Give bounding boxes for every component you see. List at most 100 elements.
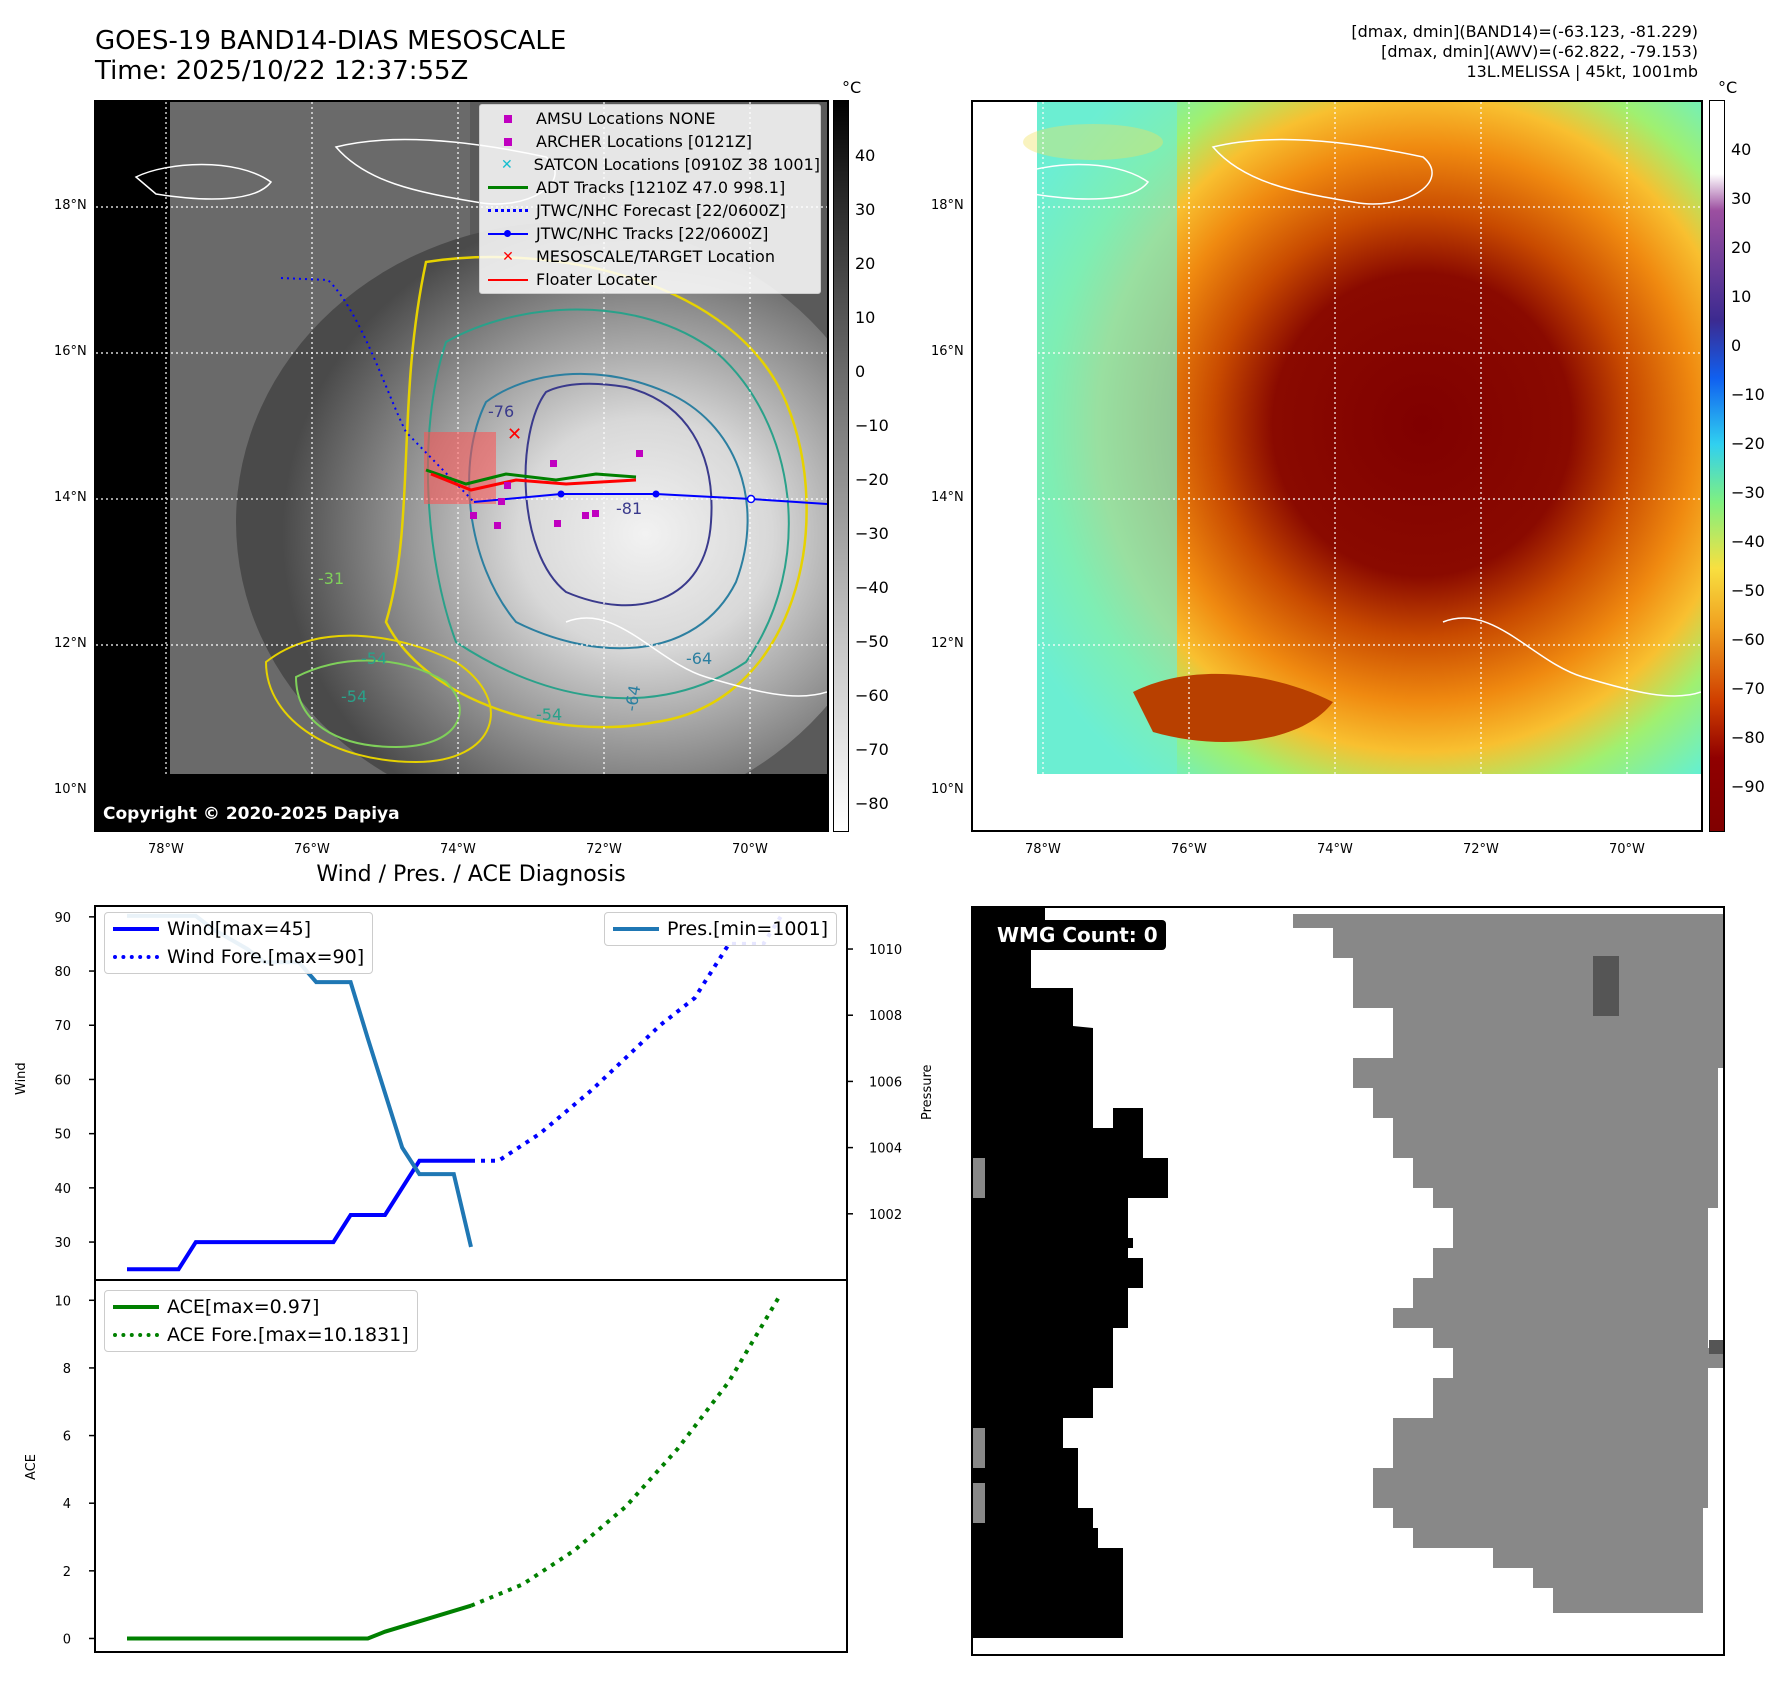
ir-map-panel: ✕ -76 -81 -31 -54 -64 -54 -64 -54 AMSU L…	[94, 100, 829, 832]
color-colorbar-tick: −90	[1731, 777, 1765, 796]
dot-marker-icon	[504, 229, 511, 237]
ace-tick-label: 0	[63, 1632, 71, 1647]
wind-tick-label: 80	[54, 965, 71, 980]
pressure-tick-label: 1010	[869, 943, 902, 958]
lat-tick-label: 14°N	[54, 490, 87, 505]
contour-label: -31	[318, 569, 344, 588]
color-colorbar-tick: 40	[1731, 140, 1752, 159]
map-legend: AMSU Locations NONE ARCHER Locations [01…	[479, 104, 821, 294]
wind-tick-label: 40	[54, 1182, 71, 1197]
color-colorbar-tick: −50	[1731, 581, 1765, 600]
lon-tick-label: 78°W	[148, 842, 184, 857]
lat-tick-label: 14°N	[931, 490, 964, 505]
lon-tick-label: 72°W	[586, 842, 622, 857]
wind-legend: Wind[max=45] Wind Fore.[max=90]	[104, 912, 374, 974]
gray-colorbar-tick: −30	[855, 524, 889, 543]
color-colorbar-tick: 10	[1731, 287, 1752, 306]
lat-tick-label: 16°N	[931, 344, 964, 359]
ace-tick-label: 10	[54, 1294, 71, 1309]
lon-tick-label: 70°W	[1609, 842, 1645, 857]
gray-colorbar-tick: −60	[855, 686, 889, 705]
color-colorbar-tick: 0	[1731, 336, 1742, 355]
awv-map-panel	[971, 100, 1703, 832]
lat-tick-label: 10°N	[54, 782, 87, 797]
wind-tick-label: 70	[54, 1019, 71, 1034]
wind-tick-label: 90	[54, 911, 71, 926]
lat-tick-label: 12°N	[931, 636, 964, 651]
series-line-0	[127, 1158, 471, 1272]
color-colorbar-tick: 30	[1731, 189, 1752, 208]
gray-colorbar-tick: −80	[855, 794, 889, 813]
line-marker-icon	[113, 927, 159, 931]
info-awv-range: [dmax, dmin](AWV)=(-62.822, -79.153)	[1381, 42, 1698, 61]
gray-colorbar-tick: −70	[855, 740, 889, 759]
contour-label: -64	[621, 684, 644, 713]
x-marker-icon: ✕	[502, 248, 514, 265]
info-band14-range: [dmax, dmin](BAND14)=(-63.123, -81.229)	[1351, 22, 1698, 41]
line-marker-icon	[613, 927, 659, 931]
lat-tick-label: 18°N	[54, 198, 87, 213]
pressure-tick-label: 1008	[869, 1009, 902, 1024]
gray-colorbar-tick: 40	[855, 146, 876, 165]
lon-tick-label: 76°W	[294, 842, 330, 857]
gray-colorbar-tick: −10	[855, 416, 889, 435]
color-colorbar-tick: −10	[1731, 385, 1765, 404]
wind-tick-label: 60	[54, 1073, 71, 1088]
color-colorbar-unit: °C	[1718, 78, 1738, 97]
lon-tick-label: 72°W	[1463, 842, 1499, 857]
lat-tick-label: 10°N	[931, 782, 964, 797]
wmg-count-badge: WMG Count: 0	[989, 920, 1166, 950]
ace-series-line-0	[127, 1603, 472, 1641]
color-colorbar-tick: −40	[1731, 532, 1765, 551]
color-colorbar	[1709, 100, 1725, 832]
legend-item-adt: ADT Tracks [1210Z 47.0 998.1]	[480, 176, 820, 199]
ace-tick-label: 6	[63, 1430, 71, 1445]
dotted-line-icon	[488, 209, 528, 212]
color-colorbar-tick: −60	[1731, 630, 1765, 649]
wmg-panel: WMG Count: 0	[971, 906, 1725, 1656]
pressure-legend: Pres.[min=1001]	[604, 912, 838, 946]
contour-label: -81	[616, 499, 642, 518]
lat-tick-label: 12°N	[54, 636, 87, 651]
lon-tick-label: 70°W	[732, 842, 768, 857]
awv-map-image	[973, 102, 1701, 830]
line-marker-icon	[113, 1305, 159, 1309]
color-colorbar-tick: −70	[1731, 679, 1765, 698]
legend-item-amsu: AMSU Locations NONE	[480, 107, 820, 130]
gray-colorbar-unit: °C	[842, 78, 862, 97]
pressure-tick-label: 1002	[869, 1208, 902, 1223]
contour-label: -54	[361, 649, 387, 668]
line-marker-icon	[488, 278, 528, 281]
legend-item-ace: ACE[max=0.97]	[105, 1293, 417, 1321]
gray-colorbar	[833, 100, 849, 832]
legend-item-nhc-tracks: JTWC/NHC Tracks [22/0600Z]	[480, 222, 820, 245]
contour-label: -76	[488, 402, 514, 421]
legend-item-ace-forecast: ACE Fore.[max=10.1831]	[105, 1321, 417, 1349]
lat-tick-label: 18°N	[931, 198, 964, 213]
wmg-image	[973, 908, 1723, 1638]
legend-item-forecast: JTWC/NHC Forecast [22/0600Z]	[480, 199, 820, 222]
pressure-tick-label: 1006	[869, 1075, 902, 1090]
square-marker-icon	[504, 114, 512, 123]
lat-tick-label: 16°N	[54, 344, 87, 359]
lon-tick-label: 74°W	[1317, 842, 1353, 857]
figure-time: Time: 2025/10/22 12:37:55Z	[95, 56, 469, 86]
contour-label: -64	[686, 649, 712, 668]
ace-tick-label: 8	[63, 1362, 71, 1377]
lon-tick-label: 74°W	[440, 842, 476, 857]
info-storm: 13L.MELISSA | 45kt, 1001mb	[1466, 62, 1698, 81]
dotted-line-icon	[113, 1333, 159, 1337]
legend-item-floater: Floater Locater	[480, 268, 820, 291]
contour-label: -54	[341, 687, 367, 706]
color-colorbar-tick: 20	[1731, 238, 1752, 257]
ace-tick-label: 2	[63, 1565, 71, 1580]
lon-tick-label: 76°W	[1171, 842, 1207, 857]
ace-tick-label: 4	[63, 1497, 71, 1512]
legend-item-wind: Wind[max=45]	[105, 915, 372, 943]
x-marker-icon: ✕	[500, 156, 513, 173]
diagnosis-title: Wind / Pres. / ACE Diagnosis	[316, 862, 626, 887]
figure-title: GOES-19 BAND14-DIAS MESOSCALE	[95, 26, 567, 56]
contour-label: -54	[536, 705, 562, 724]
legend-item-pressure: Pres.[min=1001]	[605, 915, 836, 943]
